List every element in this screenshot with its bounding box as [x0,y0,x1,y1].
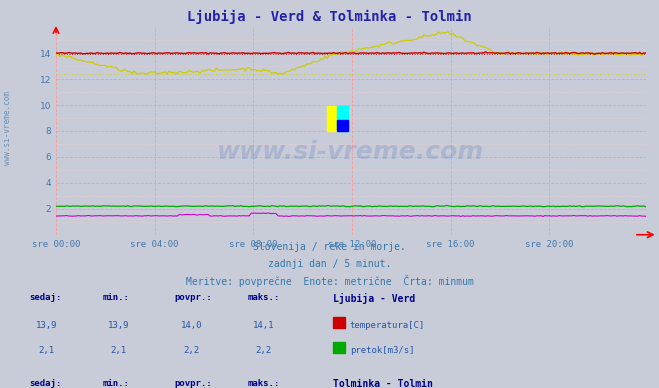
Text: Ljubija - Verd: Ljubija - Verd [333,293,415,304]
Text: www.si-vreme.com: www.si-vreme.com [217,140,484,164]
Text: maks.:: maks.: [247,379,279,388]
Text: zadnji dan / 5 minut.: zadnji dan / 5 minut. [268,259,391,269]
Text: min.:: min.: [102,379,129,388]
Text: www.si-vreme.com: www.si-vreme.com [3,91,13,165]
Text: 2,2: 2,2 [256,346,272,355]
Text: sedaj:: sedaj: [30,379,62,388]
Bar [337,120,348,131]
Text: 2,1: 2,1 [111,346,127,355]
Bar [337,106,348,131]
Text: Meritve: povprečne  Enote: metrične  Črta: minmum: Meritve: povprečne Enote: metrične Črta:… [186,275,473,287]
Text: 13,9: 13,9 [36,321,57,330]
Text: temperatura[C]: temperatura[C] [350,321,425,330]
Bar [328,106,339,131]
Text: 2,1: 2,1 [38,346,54,355]
Text: povpr.:: povpr.: [175,379,212,388]
Text: min.:: min.: [102,293,129,302]
Text: 14,1: 14,1 [253,321,274,330]
Text: Tolminka - Tolmin: Tolminka - Tolmin [333,379,433,388]
Text: 13,9: 13,9 [108,321,129,330]
Text: Ljubija - Verd & Tolminka - Tolmin: Ljubija - Verd & Tolminka - Tolmin [187,10,472,24]
Text: Slovenija / reke in morje.: Slovenija / reke in morje. [253,242,406,253]
Text: 14,0: 14,0 [181,321,202,330]
Text: maks.:: maks.: [247,293,279,302]
Text: povpr.:: povpr.: [175,293,212,302]
Text: pretok[m3/s]: pretok[m3/s] [350,346,415,355]
Text: sedaj:: sedaj: [30,293,62,302]
Text: 2,2: 2,2 [183,346,199,355]
